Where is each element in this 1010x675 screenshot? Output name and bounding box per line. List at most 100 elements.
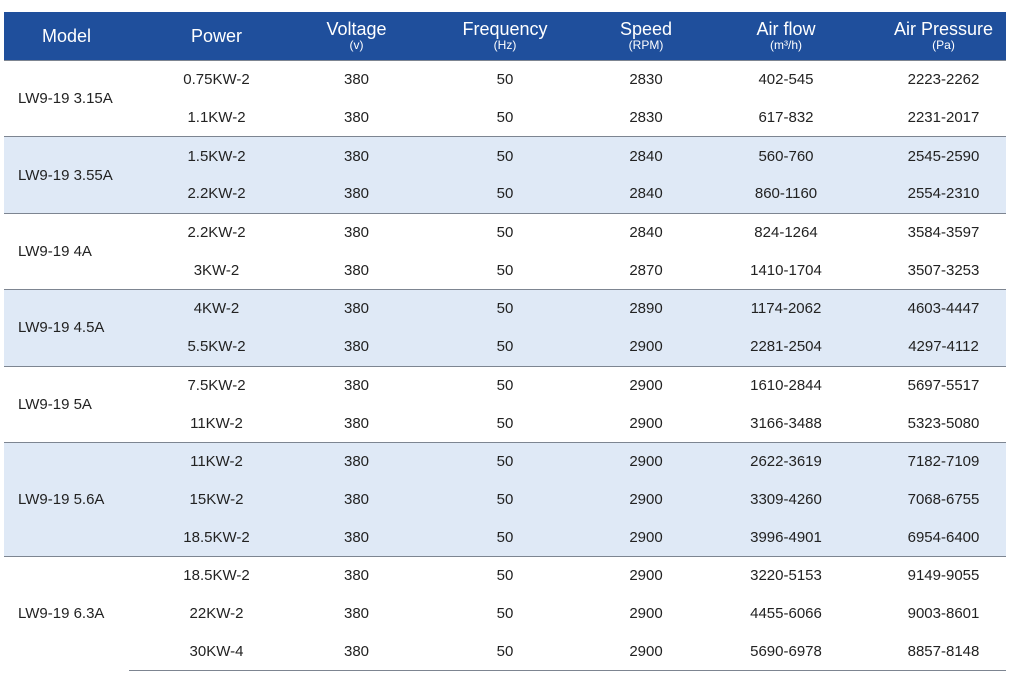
speed-cell: 2830 bbox=[629, 109, 663, 127]
voltage-cell: 380 bbox=[304, 136, 409, 176]
air-pressure-cell: 3584-3597 bbox=[881, 212, 1006, 252]
fan-spec-table: Model Power Voltage (v) Frequency (Hz) Speed (R… bbox=[4, 12, 1006, 672]
power-cell: 4KW-2 bbox=[129, 289, 304, 328]
header-row: Model Power Voltage (v) Frequency (Hz) Speed (R… bbox=[4, 12, 1006, 61]
table-row: 5.5KW-2 380 50 2900 2281-2504 4297-4112 bbox=[4, 327, 1006, 366]
frequency-cell: 50 bbox=[496, 109, 514, 127]
voltage-cell: 380 bbox=[343, 414, 370, 432]
header-voltage-unit: (v) bbox=[349, 38, 364, 52]
header-model-title: Model bbox=[41, 25, 92, 46]
frequency-cell: 50 bbox=[409, 632, 601, 672]
air-pressure-cell: 3507-3253 bbox=[907, 261, 980, 279]
table-row: LW9-19 3.55A 1.5KW-2 380 50 2840 560-760 2545-… bbox=[4, 136, 1006, 214]
spec-table-container: Model Power Voltage (v) Frequency (Hz) Speed (R… bbox=[4, 12, 1006, 672]
air-flow-cell: 1410-1704 bbox=[750, 261, 822, 279]
speed-cell: 2900 bbox=[601, 327, 691, 366]
air-pressure-cell: 2223-2262 bbox=[881, 59, 1006, 99]
air-flow-cell: 2281-2504 bbox=[691, 327, 881, 366]
air-flow-cell: 1174-2062 bbox=[691, 289, 881, 328]
frequency-cell: 50 bbox=[409, 136, 601, 176]
voltage-cell: 380 bbox=[304, 212, 409, 252]
model-cell: LW9-19 3.15A bbox=[4, 59, 129, 137]
power-cell: 30KW-4 bbox=[129, 632, 304, 672]
voltage-cell: 380 bbox=[304, 555, 409, 595]
power-cell: 18.5KW-2 bbox=[129, 518, 304, 557]
model-cell: LW9-19 5.6A bbox=[4, 441, 129, 557]
power-cell: 15KW-2 bbox=[129, 480, 304, 519]
speed-cell: 2890 bbox=[601, 289, 691, 328]
frequency-cell: 50 bbox=[409, 212, 601, 252]
header-speed: Speed (RPM) bbox=[601, 12, 691, 61]
header-air-pressure-title: Air Pressure bbox=[893, 19, 994, 39]
voltage-cell: 380 bbox=[304, 289, 409, 328]
header-speed-title: Speed bbox=[619, 19, 673, 39]
frequency-cell: 50 bbox=[409, 59, 601, 99]
header-voltage-title: Voltage bbox=[326, 19, 387, 39]
voltage-cell: 380 bbox=[343, 109, 370, 127]
power-cell: 11KW-2 bbox=[129, 441, 304, 481]
table-body: LW9-19 3.15A 0.75KW-2 380 50 2830 402-545 2223… bbox=[4, 59, 1006, 672]
power-cell: 2.2KW-2 bbox=[129, 212, 304, 252]
model-cell: LW9-19 3.55A bbox=[4, 136, 129, 214]
frequency-cell: 50 bbox=[409, 480, 601, 519]
frequency-cell: 50 bbox=[496, 604, 514, 622]
power-cell: 11KW-2 bbox=[190, 414, 243, 432]
air-pressure-cell: 5697-5517 bbox=[881, 365, 1006, 405]
voltage-cell: 380 bbox=[304, 175, 409, 214]
speed-cell: 2840 bbox=[601, 175, 691, 214]
air-pressure-cell: 9149-9055 bbox=[881, 555, 1006, 595]
table-row: 30KW-4 380 50 2900 5690-6978 8857-8148 bbox=[4, 632, 1006, 672]
power-cell: 5.5KW-2 bbox=[129, 327, 304, 366]
model-cell: LW9-19 6.3A bbox=[4, 555, 129, 671]
air-pressure-cell: 4603-4447 bbox=[881, 289, 1006, 328]
speed-cell: 2900 bbox=[629, 604, 663, 622]
speed-cell: 2900 bbox=[601, 365, 691, 405]
header-air-flow-title: Air flow bbox=[756, 19, 816, 39]
table-row: 11KW-2 380 50 2900 3166-3488 5323-5080 bbox=[4, 404, 1006, 442]
header-frequency-title: Frequency bbox=[462, 19, 548, 39]
header-air-pressure-unit: (Pa) bbox=[932, 38, 955, 52]
air-flow-cell: 3309-4260 bbox=[691, 480, 881, 519]
air-flow-cell: 4455-6066 bbox=[750, 604, 822, 622]
table-row: 18.5KW-2 380 50 2900 3996-4901 6954-6400 bbox=[4, 518, 1006, 557]
speed-cell: 2830 bbox=[601, 59, 691, 99]
header-power: Power bbox=[129, 12, 304, 61]
model-name: LW9-19 4A bbox=[18, 242, 92, 260]
air-pressure-cell: 7068-6755 bbox=[881, 480, 1006, 519]
header-frequency: Frequency (Hz) bbox=[409, 12, 601, 61]
model-name: LW9-19 3.15A bbox=[18, 90, 113, 108]
voltage-cell: 380 bbox=[304, 518, 409, 557]
model-cell: LW9-19 4A bbox=[4, 212, 129, 290]
air-pressure-cell: 5323-5080 bbox=[907, 414, 980, 432]
voltage-cell: 380 bbox=[304, 327, 409, 366]
table-row: 3KW-2 380 50 2870 1410-1704 3507-3253 bbox=[4, 251, 1006, 289]
table-row: LW9-19 5.6A 11KW-2 380 50 2900 2622-3619 7182-… bbox=[4, 441, 1006, 557]
header-air-pressure: Air Pressure (Pa) bbox=[881, 12, 1006, 61]
header-model: Model bbox=[4, 12, 129, 61]
air-flow-cell: 402-545 bbox=[691, 59, 881, 99]
voltage-cell: 380 bbox=[304, 59, 409, 99]
speed-cell: 2900 bbox=[601, 441, 691, 481]
air-flow-cell: 3166-3488 bbox=[750, 414, 822, 432]
air-pressure-cell: 9003-8601 bbox=[907, 604, 980, 622]
air-flow-cell: 860-1160 bbox=[691, 175, 881, 214]
power-cell: 22KW-2 bbox=[189, 604, 244, 622]
header-voltage: Voltage (v) bbox=[304, 12, 409, 61]
air-flow-cell: 5690-6978 bbox=[691, 632, 881, 672]
air-flow-cell: 560-760 bbox=[691, 136, 881, 176]
power-cell: 7.5KW-2 bbox=[129, 365, 304, 405]
frequency-cell: 50 bbox=[409, 289, 601, 328]
model-name: LW9-19 6.3A bbox=[18, 605, 105, 623]
header-power-title: Power bbox=[190, 25, 243, 46]
voltage-cell: 380 bbox=[343, 604, 370, 622]
model-name: LW9-19 3.55A bbox=[18, 166, 113, 184]
air-flow-cell: 824-1264 bbox=[691, 212, 881, 252]
table-row: LW9-19 4.5A 4KW-2 380 50 2890 1174-2062 4603-4… bbox=[4, 289, 1006, 366]
air-pressure-cell: 7182-7109 bbox=[881, 441, 1006, 481]
speed-cell: 2900 bbox=[629, 414, 663, 432]
frequency-cell: 50 bbox=[409, 555, 601, 595]
speed-cell: 2870 bbox=[629, 261, 663, 279]
power-cell: 18.5KW-2 bbox=[129, 555, 304, 595]
header-speed-unit: (RPM) bbox=[628, 38, 664, 52]
air-pressure-cell: 2545-2590 bbox=[881, 136, 1006, 176]
